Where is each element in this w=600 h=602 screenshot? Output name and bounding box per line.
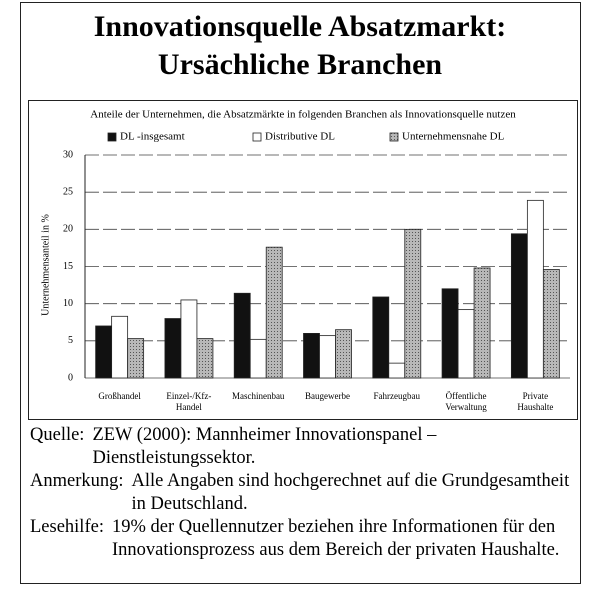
y-tick-label: 5 — [68, 335, 73, 346]
bar — [111, 315, 129, 379]
legend-swatch — [252, 132, 262, 142]
legend-swatch — [389, 132, 399, 142]
note-text: ZEW (2000): Mannheimer Innovationspanel … — [92, 425, 437, 468]
title: Innovationsquelle Absatzmarkt: — [93, 10, 507, 43]
x-tick-label: Fahrzeugbau — [373, 391, 421, 401]
x-tick-label: Einzel-/Kfz- Handel — [166, 391, 212, 412]
y-tick-label: 15 — [63, 261, 73, 272]
note-text: 19% der Quellennutzer beziehen ihre Info… — [111, 517, 560, 560]
x-tick-label: Private Haushalte — [517, 391, 554, 412]
bar — [319, 335, 336, 379]
bar — [542, 269, 560, 379]
x-tick-label: Großhandel — [98, 391, 141, 401]
title: Ursächliche Branchen — [157, 48, 443, 81]
bar — [404, 228, 422, 379]
note: Quelle: ZEW (2000): Mannheimer Innovation… — [30, 424, 575, 470]
chart-border — [28, 100, 578, 420]
x-tick-label: Baugewerbe — [305, 391, 350, 401]
y-tick-label: 10 — [63, 298, 73, 309]
y-tick-label: 20 — [63, 224, 73, 235]
bar — [510, 233, 528, 379]
x-tick-label: Öffentliche Verwaltung — [445, 391, 487, 412]
bar — [457, 309, 475, 379]
y-axis-label: Unternehmensanteil in % — [40, 214, 51, 316]
bar — [388, 362, 406, 379]
notes: Quelle: ZEW (2000): Mannheimer Innovation… — [30, 424, 575, 562]
bar — [164, 318, 182, 379]
note-label: Anmerkung: — [30, 471, 124, 491]
bar — [249, 338, 267, 379]
bar — [265, 246, 283, 379]
bar — [473, 267, 491, 379]
bar — [233, 292, 251, 379]
note: Anmerkung: Alle Angaben sind hochgerechne… — [30, 470, 575, 516]
note-label: Lesehilfe: — [30, 517, 104, 537]
note: Lesehilfe: 19% der Quellennutzer beziehen… — [30, 516, 575, 562]
bar — [95, 325, 113, 379]
chart: Anteile der Unternehmen, die Absatzmärkt… — [28, 100, 578, 420]
y-tick-label: 25 — [63, 186, 73, 197]
legend-swatch — [107, 132, 117, 142]
y-tick-label: 30 — [63, 149, 73, 160]
legend-label: Distributive DL — [265, 131, 335, 143]
bar — [127, 338, 145, 379]
bar — [526, 199, 544, 379]
x-tick-label: Maschinenbau — [231, 391, 285, 401]
bar — [196, 338, 214, 379]
frame — [20, 2, 581, 584]
bar — [303, 332, 320, 379]
bar — [180, 299, 198, 379]
legend-label: Unternehmensnahe DL — [402, 131, 505, 143]
note-label: Quelle: — [30, 425, 85, 445]
bar — [372, 296, 390, 379]
legend-label: DL -insgesamt — [120, 131, 185, 143]
chart-title: Anteile der Unternehmen, die Absatzmärkt… — [90, 109, 516, 121]
bar — [335, 329, 352, 379]
bar — [441, 288, 459, 379]
note-text: Alle Angaben sind hochgerechnet auf die … — [131, 471, 570, 514]
y-tick-label: 0 — [68, 372, 73, 383]
